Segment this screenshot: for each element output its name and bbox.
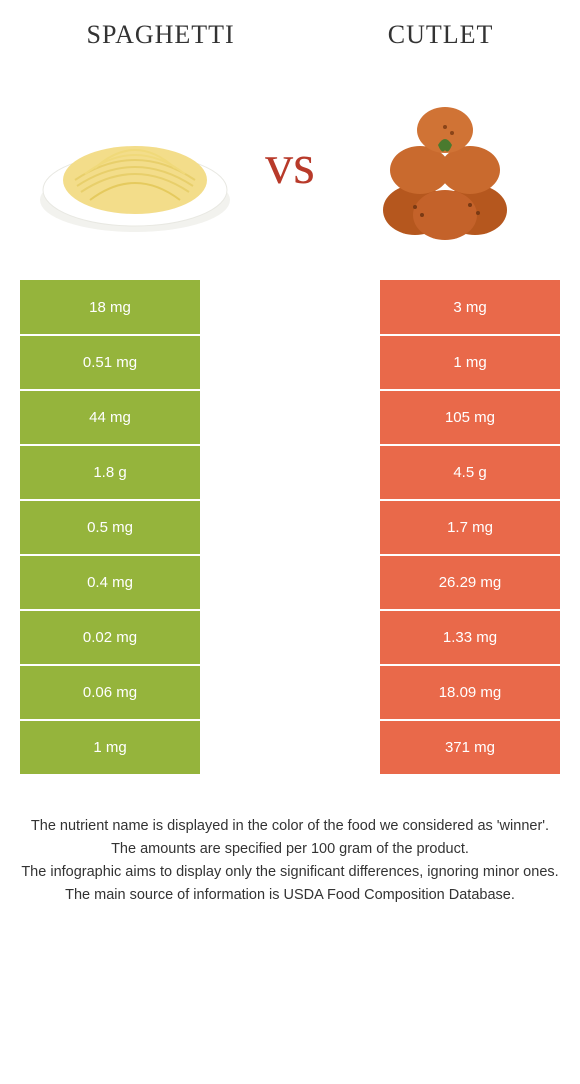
nutrient-row: 1.8 gFiber4.5 g <box>20 445 560 500</box>
vs-label: vs <box>265 133 315 197</box>
right-food-title: Cutlet <box>388 20 494 50</box>
nutrient-row: 0.5 mgIron1.7 mg <box>20 500 560 555</box>
footer-notes: The nutrient name is displayed in the co… <box>0 776 580 906</box>
right-value-cell: 371 mg <box>380 720 560 775</box>
nutrient-name-cell: Vitamin B2 <box>200 610 380 665</box>
right-value-cell: 1.33 mg <box>380 610 560 665</box>
images-row: vs <box>0 60 580 280</box>
left-value-cell: 1.8 g <box>20 445 200 500</box>
left-value-cell: 44 mg <box>20 390 200 445</box>
nutrient-row: 44 mgPotassium105 mg <box>20 390 560 445</box>
footer-line-2: The amounts are specified per 100 gram o… <box>15 839 565 860</box>
nutrient-row: 0.02 mgVitamin B21.33 mg <box>20 610 560 665</box>
right-value-cell: 1 mg <box>380 335 560 390</box>
right-value-cell: 4.5 g <box>380 445 560 500</box>
right-value-cell: 18.09 mg <box>380 665 560 720</box>
left-value-cell: 0.06 mg <box>20 665 200 720</box>
left-value-cell: 18 mg <box>20 280 200 335</box>
nutrient-name-cell: Magnesium <box>200 280 380 335</box>
nutrient-row: 1 mgSodium371 mg <box>20 720 560 775</box>
left-value-cell: 0.51 mg <box>20 335 200 390</box>
right-value-cell: 3 mg <box>380 280 560 335</box>
right-value-cell: 1.7 mg <box>380 500 560 555</box>
nutrient-table: 18 mgMagnesium3 mg0.51 mgZinc1 mg44 mgPo… <box>20 280 560 776</box>
nutrient-name-cell: Iron <box>200 500 380 555</box>
nutrient-name-cell: Vitamin B3 <box>200 555 380 610</box>
nutrient-name-cell: Fiber <box>200 445 380 500</box>
nutrient-row: 0.06 mgVitamin E18.09 mg <box>20 665 560 720</box>
header-row: Spaghetti Cutlet <box>0 0 580 60</box>
footer-line-3: The infographic aims to display only the… <box>15 862 565 883</box>
left-food-title: Spaghetti <box>87 20 235 50</box>
right-value-cell: 105 mg <box>380 390 560 445</box>
footer-line-1: The nutrient name is displayed in the co… <box>15 816 565 837</box>
nutrient-row: 0.4 mgVitamin B326.29 mg <box>20 555 560 610</box>
nutrient-name-cell: Vitamin E <box>200 665 380 720</box>
left-value-cell: 1 mg <box>20 720 200 775</box>
left-value-cell: 0.02 mg <box>20 610 200 665</box>
left-value-cell: 0.5 mg <box>20 500 200 555</box>
footer-line-4: The main source of information is USDA F… <box>15 885 565 906</box>
nutrient-row: 18 mgMagnesium3 mg <box>20 280 560 335</box>
nutrient-name-cell: Zinc <box>200 335 380 390</box>
nutrient-row: 0.51 mgZinc1 mg <box>20 335 560 390</box>
spaghetti-image <box>35 90 235 240</box>
nutrient-name-cell: Potassium <box>200 390 380 445</box>
cutlet-image <box>345 90 545 240</box>
right-value-cell: 26.29 mg <box>380 555 560 610</box>
left-value-cell: 0.4 mg <box>20 555 200 610</box>
nutrient-name-cell: Sodium <box>200 720 380 775</box>
